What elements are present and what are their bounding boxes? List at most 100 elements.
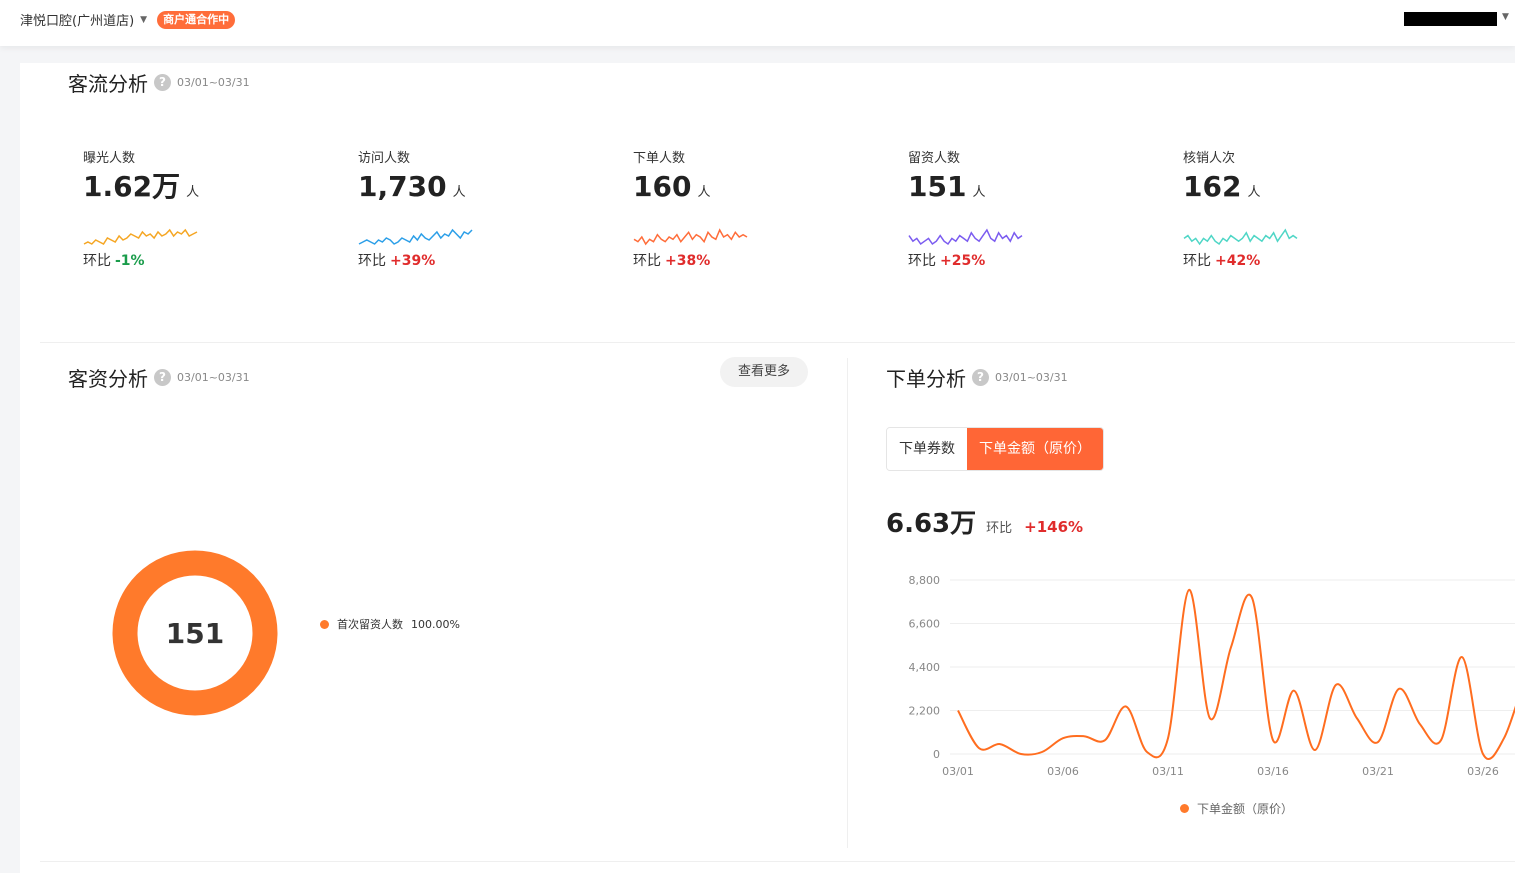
y-tick-label: 0 <box>933 748 940 761</box>
metric-sparkline <box>1183 228 1298 246</box>
tab-order-count[interactable]: 下单券数 <box>887 428 967 470</box>
top-bar: 津悦口腔(广州道店) ▼ 商户通合作中 ▼ <box>0 0 1515 46</box>
compare-label: 环比 <box>908 253 936 269</box>
metric-number: 162 <box>1183 170 1242 203</box>
metric-value: 160 人 <box>633 170 833 210</box>
legend-percent: 100.00% <box>411 617 460 631</box>
compare-value: +25% <box>940 253 986 269</box>
y-tick-label: 6,600 <box>909 618 941 631</box>
metric-sparkline <box>908 228 1023 246</box>
divider <box>847 358 848 848</box>
metric-number: 1.62万 <box>83 170 181 203</box>
metric-compare: 环比 +39% <box>358 250 558 270</box>
orders-tab-group: 下单券数 下单金额（原价） <box>886 427 1104 471</box>
legend-label: 下单金额（原价） <box>1197 802 1294 816</box>
metric-sparkline <box>358 228 473 245</box>
orders-total-value: 6.63万 <box>886 509 977 539</box>
metric-card: 下单人数 160 人环比 +38% <box>633 147 833 270</box>
metric-card: 核销人次 162 人环比 +42% <box>1183 147 1383 270</box>
leads-date-range: 03/01~03/31 <box>177 371 250 384</box>
help-icon[interactable]: ? <box>154 74 171 91</box>
sparkline-path <box>908 228 1023 246</box>
tab-order-amount[interactable]: 下单金额（原价） <box>967 428 1103 470</box>
metric-card: 访问人数 1,730 人环比 +39% <box>358 147 558 270</box>
metric-value: 151 人 <box>908 170 1108 210</box>
traffic-section-title: 客流分析 ? 03/01~03/31 <box>68 68 250 97</box>
leads-donut-chart: 151 <box>112 550 278 716</box>
compare-label: 环比 <box>633 253 661 269</box>
metric-unit: 人 <box>697 185 711 200</box>
metric-unit: 人 <box>1247 185 1261 200</box>
metric-sparkline <box>633 228 748 246</box>
orders-title: 下单分析 <box>886 367 966 391</box>
x-tick-label: 03/16 <box>1257 765 1289 778</box>
caret-down-icon: ▼ <box>140 14 148 25</box>
x-tick-label: 03/11 <box>1152 765 1184 778</box>
metric-number: 1,730 <box>358 170 447 203</box>
metric-label: 访问人数 <box>358 151 411 166</box>
metric-number: 151 <box>908 170 967 203</box>
sparkline-path <box>358 228 473 245</box>
legend-dot <box>320 619 329 629</box>
compare-label: 环比 <box>1183 253 1211 269</box>
metric-compare: 环比 +42% <box>1183 250 1383 270</box>
metric-label: 核销人次 <box>1183 151 1236 166</box>
orders-date-range: 03/01~03/31 <box>995 371 1068 384</box>
caret-down-icon[interactable]: ▼ <box>1502 12 1509 22</box>
traffic-date-range: 03/01~03/31 <box>177 76 250 89</box>
compare-value: -1% <box>115 253 145 269</box>
status-badge: 商户通合作中 <box>157 10 236 29</box>
y-tick-label: 2,200 <box>909 705 941 718</box>
divider <box>40 342 1515 343</box>
metric-value: 1.62万人 <box>83 170 283 210</box>
divider <box>40 861 1515 862</box>
metric-unit: 人 <box>186 185 200 200</box>
leads-section-title: 客资分析 ? 03/01~03/31 <box>68 363 250 392</box>
metric-compare: 环比 +38% <box>633 250 833 270</box>
sparkline-path <box>83 228 198 245</box>
metric-card: 曝光人数 1.62万人环比 -1% <box>83 147 283 270</box>
compare-value: +38% <box>665 253 711 269</box>
series-line <box>957 588 1515 761</box>
x-tick-label: 03/06 <box>1047 765 1079 778</box>
orders-line-chart: 0 2,200 4,400 6,600 8,800 03/01 03/06 03/11 03/1… <box>909 574 1515 778</box>
analytics-card: 客流分析 ? 03/01~03/31 曝光人数 1.62万人环比 -1% 访问人数 1,… <box>20 63 1515 873</box>
traffic-title: 客流分析 <box>68 72 148 96</box>
store-name: 津悦口腔(广州道店) <box>20 14 135 29</box>
compare-value: +39% <box>390 253 436 269</box>
help-icon[interactable]: ? <box>154 369 171 386</box>
leads-title: 客资分析 <box>68 367 148 391</box>
orders-hb-label: 环比 <box>986 521 1013 536</box>
y-tick-label: 4,400 <box>909 661 941 674</box>
metric-card: 留资人数 151 人环比 +25% <box>908 147 1108 270</box>
x-tick-label: 03/21 <box>1362 765 1394 778</box>
legend-label: 首次留资人数 <box>337 618 403 631</box>
compare-label: 环比 <box>358 253 386 269</box>
store-selector[interactable]: 津悦口腔(广州道店) ▼ 商户通合作中 <box>20 10 236 29</box>
compare-value: +42% <box>1215 253 1261 269</box>
user-account-redacted[interactable] <box>1404 12 1497 26</box>
metric-compare: 环比 -1% <box>83 250 283 270</box>
x-tick-label: 03/26 <box>1467 765 1499 778</box>
metric-label: 下单人数 <box>633 151 686 166</box>
view-more-button[interactable]: 查看更多 <box>720 357 808 387</box>
line-chart-legend[interactable]: 下单金额（原价） <box>1180 800 1293 817</box>
metric-label: 曝光人数 <box>83 151 136 166</box>
metric-unit: 人 <box>452 185 466 200</box>
donut-ring <box>112 550 278 716</box>
metric-compare: 环比 +25% <box>908 250 1108 270</box>
donut-center-value: 151 <box>166 617 224 650</box>
sparkline-path <box>1183 228 1298 246</box>
donut-legend-item[interactable]: 首次留资人数 100.00% <box>320 616 460 632</box>
orders-hb-value: +146% <box>1024 518 1084 536</box>
sparkline-path <box>633 228 748 246</box>
y-tick-label: 8,800 <box>909 574 941 587</box>
orders-section-title: 下单分析 ? 03/01~03/31 <box>886 363 1068 392</box>
metric-value: 162 人 <box>1183 170 1383 210</box>
metric-sparkline <box>83 228 198 245</box>
help-icon[interactable]: ? <box>972 369 989 386</box>
x-tick-label: 03/01 <box>942 765 974 778</box>
legend-dot <box>1180 804 1189 813</box>
metric-number: 160 <box>633 170 692 203</box>
orders-total: 6.63万 环比 +146% <box>886 503 1083 540</box>
